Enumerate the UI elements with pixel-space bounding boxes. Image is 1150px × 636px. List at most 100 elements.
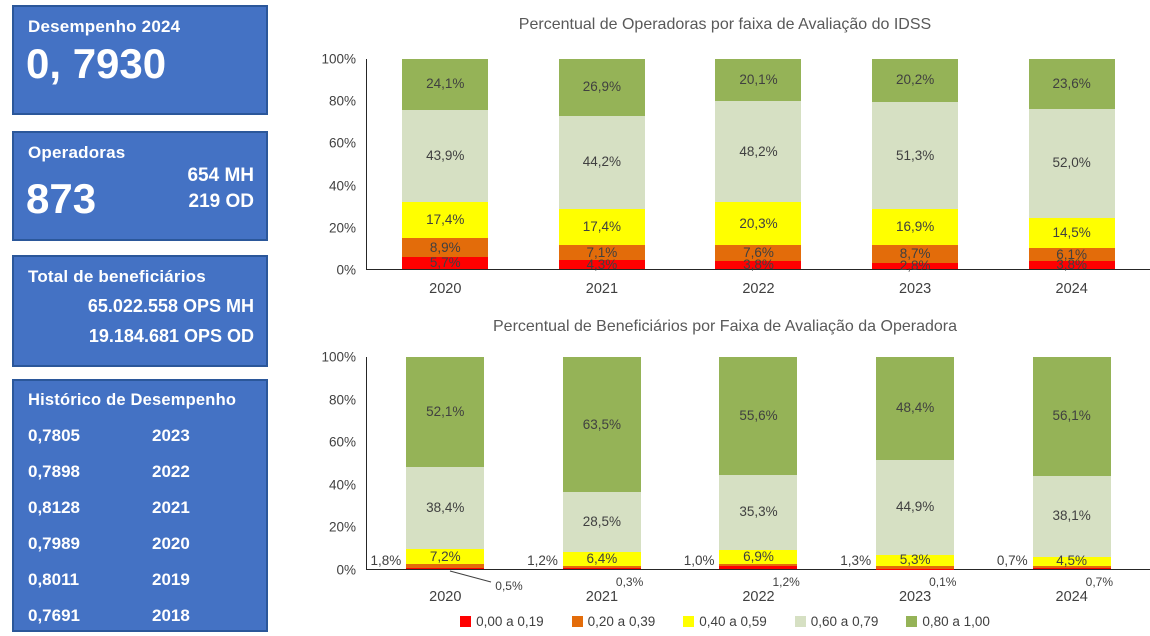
bar-slot: 26,9% 44,2% 17,4% 7,1% 4,3% 2021 xyxy=(524,59,681,297)
legend-label: 0,80 a 1,00 xyxy=(922,614,990,629)
data-label: 44,2% xyxy=(582,154,622,170)
bar-slot: 24,1% 43,9% 17,4% 8,9% 5,7% 2020 xyxy=(367,59,524,297)
legend-swatch-icon xyxy=(571,616,583,627)
y-axis: 0% 20% 40% 60% 80% 100% xyxy=(300,52,366,278)
x-tick-label: 2023 xyxy=(898,281,932,297)
beneficiaries-panel: Total de beneficiários 65.022.558 OPS MH… xyxy=(12,255,268,367)
data-label: 38,4% xyxy=(426,500,465,516)
data-label: 4,3% xyxy=(586,256,618,272)
bar-segment xyxy=(406,567,485,569)
data-label: 28,5% xyxy=(582,514,622,530)
bar-segment: 52,0% xyxy=(1028,108,1115,218)
bar-segment: 8,9% xyxy=(402,238,489,258)
data-label: 52,1% xyxy=(426,404,465,420)
chart-legend: 0,00 a 0,19 0,20 a 0,39 0,40 a 0,59 0,60 a … xyxy=(300,614,1150,629)
data-label: 20,1% xyxy=(739,72,778,88)
bar-segment: 8,7% xyxy=(872,244,959,264)
stacked-bar: 48,4% 44,9% 5,3% 1,3% 0,1% xyxy=(840,357,956,589)
y-tick-label: 0% xyxy=(336,262,356,278)
bar-segment: 6,4% xyxy=(562,552,641,566)
data-label: 1,2% xyxy=(772,575,800,589)
beneficiaries-line-mh: 65.022.558 OPS MH xyxy=(87,296,254,316)
history-year: 2019 xyxy=(152,570,190,589)
data-label: 4,5% xyxy=(1056,553,1088,569)
data-label: 44,9% xyxy=(895,499,935,515)
history-value: 0,7805 xyxy=(28,426,80,445)
x-tick-label: 2021 xyxy=(585,589,619,605)
bar-segment: 20,2% xyxy=(872,59,959,102)
bar-segment: 6,9% xyxy=(719,550,798,565)
data-label: 3,8% xyxy=(743,257,774,273)
bar-segment: 5,3% xyxy=(876,552,955,568)
history-year: 2023 xyxy=(152,426,190,445)
data-label: 63,5% xyxy=(582,416,622,432)
bar-segment xyxy=(1032,566,1111,568)
bar-segment: 2,8% xyxy=(872,259,959,273)
bar-segment: 7,1% xyxy=(558,244,645,260)
bar-segment: 35,3% xyxy=(719,474,798,550)
data-label: 8,9% xyxy=(429,239,461,255)
x-tick-label: 2022 xyxy=(742,281,775,297)
bar-segment: 7,6% xyxy=(715,245,802,262)
data-label: 48,4% xyxy=(895,400,935,416)
stacked-bar: 63,5% 28,5% 6,4% 1,2% 0,3% xyxy=(527,357,643,589)
data-label: 3,8% xyxy=(1056,257,1088,273)
performance-value: 0, 7930 xyxy=(26,40,167,87)
bar-slot: 48,4% 44,9% 5,3% 1,3% 0,1% 2023 xyxy=(837,357,994,605)
history-value: 0,8128 xyxy=(28,498,80,517)
history-rows: 0,7805 2023 0,7898 2022 0,8128 2021 0,7989 2020… xyxy=(14,410,266,634)
bar-segment: 43,9% xyxy=(402,109,489,202)
data-label: 0,7% xyxy=(1085,575,1114,589)
history-row: 0,7691 2018 xyxy=(28,598,266,634)
history-title: Histórico de Desempenho xyxy=(28,391,237,409)
bar-segment: 55,6% xyxy=(719,357,798,475)
data-label: 1,8% xyxy=(370,553,402,568)
bar-slot: 20,1% 48,2% 20,3% 7,6% 3,8% 2022 xyxy=(680,59,837,297)
bar-slot: 52,1% 38,4% 7,2% 1,8% 0,5% 2020 xyxy=(367,357,524,605)
y-tick-label: 60% xyxy=(328,434,356,450)
legend-label: 0,00 a 0,19 xyxy=(476,614,544,629)
data-label: 7,1% xyxy=(586,244,618,260)
bar-segment: 17,4% xyxy=(402,201,489,239)
operators-title: Operadoras xyxy=(28,143,126,162)
bar-segment: 20,3% xyxy=(715,202,802,246)
data-label: 14,5% xyxy=(1052,225,1091,241)
chart-operadoras-title: Percentual de Operadoras por faixa de Av… xyxy=(518,16,932,33)
plot-area: 24,1% 43,9% 17,4% 8,9% 5,7% 2020 26,9% 44,2% 17,… xyxy=(366,59,1150,297)
legend-swatch-icon xyxy=(460,616,472,627)
bar-segment xyxy=(562,568,641,569)
data-label: 26,9% xyxy=(582,79,622,95)
bar-segment: 56,1% xyxy=(1032,357,1111,476)
x-tick-label: 2020 xyxy=(429,589,462,605)
bar-segment: 38,4% xyxy=(406,467,485,549)
data-label: 20,2% xyxy=(895,72,935,88)
data-label: 0,3% xyxy=(615,575,644,589)
stacked-bar: 20,1% 48,2% 20,3% 7,6% 3,8% xyxy=(715,59,802,273)
stacked-bar: 56,1% 38,1% 4,5% 0,7% 0,7% xyxy=(997,357,1113,589)
bar-segment xyxy=(1032,567,1111,569)
bar-segment: 17,4% xyxy=(558,208,645,246)
data-label: 0,1% xyxy=(929,575,957,589)
y-tick-label: 20% xyxy=(328,220,356,236)
data-label: 5,3% xyxy=(899,552,931,568)
legend-label: 0,20 a 0,39 xyxy=(587,614,656,629)
history-value: 0,7691 xyxy=(28,606,80,625)
chart-beneficiarios-title: Percentual de Beneficiários por Faixa de… xyxy=(493,318,957,335)
legend-label: 0,60 a 0,79 xyxy=(810,614,879,629)
bar-segment: 7,2% xyxy=(406,548,485,565)
data-label: 6,1% xyxy=(1056,246,1088,262)
history-panel: Histórico de Desempenho 0,7805 2023 0,7898… xyxy=(12,379,268,632)
bar-segment: 48,2% xyxy=(715,101,802,203)
bar-segment: 6,1% xyxy=(1028,246,1115,262)
data-label: 16,9% xyxy=(895,219,935,235)
bar-slot: 20,2% 51,3% 16,9% 8,7% 2,8% 2023 xyxy=(837,59,994,297)
bar-segment: 3,8% xyxy=(1028,257,1115,273)
data-label: 7,6% xyxy=(743,245,774,261)
y-axis: 0% 20% 40% 60% 80% 100% xyxy=(300,350,366,578)
bar-segment: 44,9% xyxy=(876,459,955,555)
data-label: 24,1% xyxy=(426,76,465,92)
bar-slot: 55,6% 35,3% 6,9% 1,0% 1,2% 2022 xyxy=(680,357,837,605)
y-tick-label: 40% xyxy=(328,178,356,194)
bar-segment: 48,4% xyxy=(876,357,955,460)
